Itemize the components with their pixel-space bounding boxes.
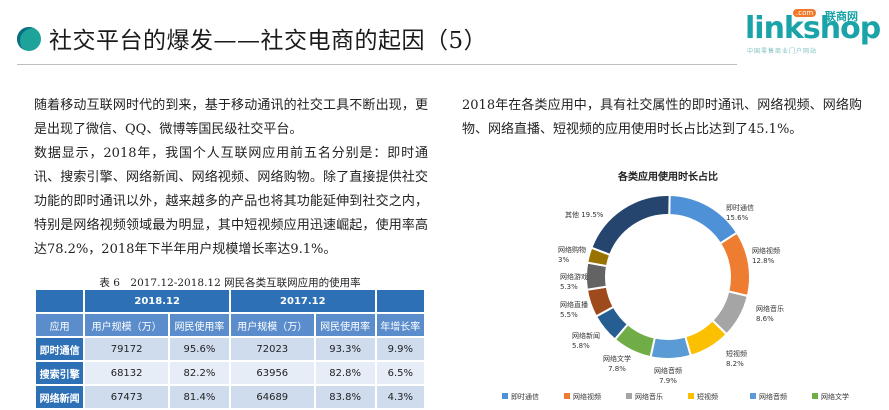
legend-label: 网络文学 xyxy=(821,392,849,400)
cell: 95.6% xyxy=(167,336,231,362)
group-header: 2017.12 xyxy=(228,288,377,314)
cell: 79172 xyxy=(83,336,170,362)
legend-label: 短视频 xyxy=(697,392,718,400)
cell: 64689 xyxy=(228,384,316,410)
row-label: 搜索引擎 xyxy=(33,360,86,386)
cell: 63956 xyxy=(228,360,316,386)
table-row: 搜索引擎 68132 82.2% 63956 82.8% 6.5% xyxy=(33,360,427,386)
column-header: 网民使用率 xyxy=(313,312,377,338)
table-caption: 表 6 2017.12-2018.12 网民各类互联网应用的使用率 xyxy=(99,277,361,289)
slice-value-label: 15.6% xyxy=(726,214,749,222)
usage-time-donut-chart: 各类应用使用时长占比 15.6% 即时通信 12.8% 网络视频 8.6% 网络音乐 8.2… xyxy=(502,170,849,400)
slice-label: 网络直播 xyxy=(560,300,588,309)
column-header: 年增长率 xyxy=(374,312,427,338)
right-body-text: 2018年在各类应用中，具有社交属性的即时通讯、网络视频、网络购物、网络直播、短… xyxy=(462,94,862,142)
legend-label: 网络音乐 xyxy=(635,392,663,400)
logo-cn-name: 联商网 xyxy=(825,10,858,23)
page-title: 社交平台的爆发——社交电商的起因（5） xyxy=(49,28,488,54)
cell: 9.9% xyxy=(374,336,427,362)
slice-label: 网络音频 xyxy=(654,366,682,375)
legend-swatch xyxy=(812,393,818,399)
row-label: 网络新闻 xyxy=(33,384,86,410)
slice-label: 网络视频 xyxy=(752,246,780,255)
cell: 67473 xyxy=(83,384,170,410)
slice-value-label: 5.5% xyxy=(560,311,578,319)
linkshop-logo[interactable]: linkshop .com 联商网 中国零售商业门户网站 xyxy=(745,6,881,58)
logo-wordmark: linkshop xyxy=(745,11,881,46)
usage-table: 2018.12 2017.12 应用 用户规模（万） 网民使用率 用户规模（万）… xyxy=(33,288,427,410)
legend-swatch xyxy=(750,393,756,399)
title-bullet-icon xyxy=(17,27,41,51)
column-header: 应用 xyxy=(33,312,86,338)
header-blank xyxy=(33,288,86,314)
legend-swatch xyxy=(502,393,508,399)
cell: 83.8% xyxy=(313,384,377,410)
slice-value-label: 12.8% xyxy=(752,257,775,265)
slice-label: 短视频 xyxy=(726,349,747,358)
legend-swatch xyxy=(688,393,694,399)
legend-swatch xyxy=(564,393,570,399)
table-row: 网络新闻 67473 81.4% 64689 83.8% 4.3% xyxy=(33,384,427,410)
logo-tagline: 中国零售商业门户网站 xyxy=(747,48,818,55)
cell: 4.3% xyxy=(374,384,427,410)
title-bar: 社交平台的爆发——社交电商的起因（5） xyxy=(0,18,889,78)
slice-label: 其他 19.5% xyxy=(565,210,604,219)
slice-label: 网络游戏 xyxy=(560,272,588,281)
cell: 82.2% xyxy=(167,360,231,386)
title-divider xyxy=(17,64,737,65)
column-header: 用户规模（万） xyxy=(83,312,170,338)
paragraph: 随着移动互联网时代的到来，基于移动通讯的社交工具不断出现，更是出现了微信、QQ、… xyxy=(34,98,428,137)
cell: 68132 xyxy=(83,360,170,386)
legend-label: 网络音频 xyxy=(759,392,787,400)
cell: 82.8% xyxy=(313,360,377,386)
slice-label: 网络新闻 xyxy=(572,331,600,340)
logo-badge: .com xyxy=(793,9,817,17)
donut-slice-4 xyxy=(649,335,693,360)
cell: 72023 xyxy=(228,336,316,362)
slice-value-label: 8.2% xyxy=(726,360,744,368)
cell: 93.3% xyxy=(313,336,377,362)
slice-value-label: 7.8% xyxy=(608,365,626,373)
chart-title: 各类应用使用时长占比 xyxy=(617,170,718,183)
paragraph: 2018年在各类应用中，具有社交属性的即时通讯、网络视频、网络购物、网络直播、短… xyxy=(462,98,862,137)
slice-value-label: 7.9% xyxy=(659,377,677,385)
slice-value-label: 5.8% xyxy=(572,342,590,350)
slice-value-label: 8.6% xyxy=(756,315,774,323)
table-row: 即时通信 79172 95.6% 72023 93.3% 9.9% xyxy=(33,336,427,362)
slice-label: 网络购物 xyxy=(558,245,586,254)
donut-slice-10 xyxy=(590,194,671,257)
slice-value-label: 5.3% xyxy=(560,283,578,291)
slice-value-label: 3% xyxy=(558,256,569,264)
slice-label: 即时通信 xyxy=(726,203,754,212)
row-label: 即时通信 xyxy=(33,336,86,362)
donut-slice-1 xyxy=(718,231,751,298)
cell: 6.5% xyxy=(374,360,427,386)
legend-label: 即时通信 xyxy=(511,392,539,400)
legend-swatch xyxy=(626,393,632,399)
column-header: 网民使用率 xyxy=(167,312,231,338)
cell: 81.4% xyxy=(167,384,231,410)
header-blank xyxy=(374,288,427,314)
legend-label: 网络视频 xyxy=(573,392,601,400)
slice-label: 网络文学 xyxy=(603,354,631,363)
donut-slice-8 xyxy=(585,261,609,291)
paragraph: 数据显示，2018年，我国个人互联网应用前五名分别是：即时通讯、搜索引擎、网络新… xyxy=(34,146,428,257)
slice-label: 网络音乐 xyxy=(756,304,784,313)
left-body-text: 随着移动互联网时代的到来，基于移动通讯的社交工具不断出现，更是出现了微信、QQ、… xyxy=(34,94,428,262)
group-header: 2018.12 xyxy=(83,288,231,314)
column-header: 用户规模（万） xyxy=(228,312,316,338)
